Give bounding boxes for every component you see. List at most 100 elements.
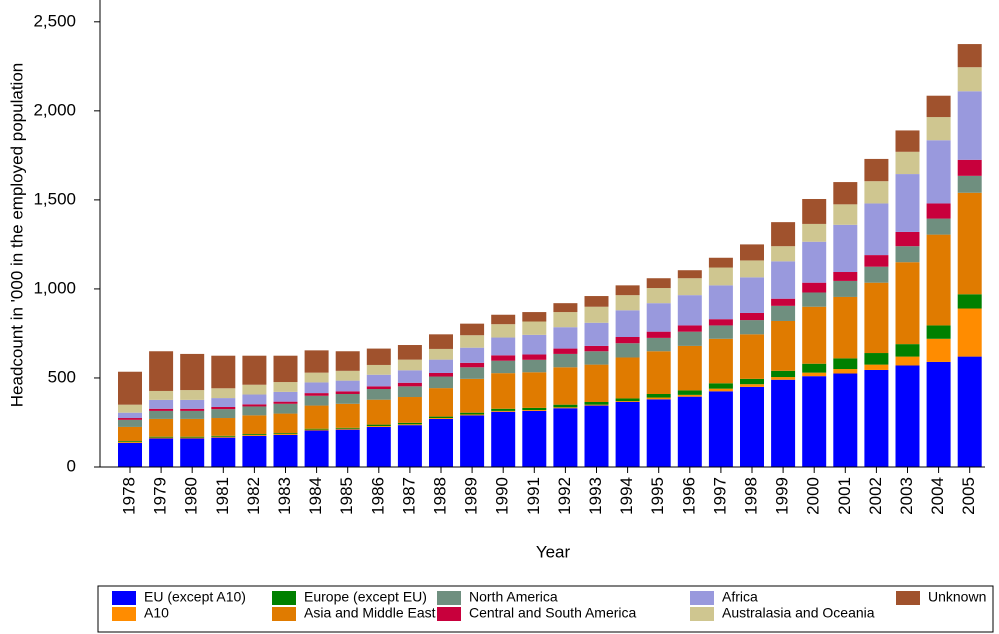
bar-segment: [926, 218, 951, 235]
x-tick-label: 1982: [244, 477, 263, 515]
bar-segment: [397, 382, 422, 387]
bar-segment: [335, 391, 360, 394]
bar-segment: [802, 223, 827, 242]
bar-segment: [149, 437, 174, 439]
bar-segment: [149, 390, 174, 400]
bar-segment: [864, 282, 889, 354]
bar-segment: [771, 246, 796, 262]
bar-segment: [491, 360, 516, 374]
bar-segment: [118, 441, 142, 443]
bar-segment: [118, 426, 142, 442]
bar-segment: [864, 255, 889, 267]
x-tick-label: 1981: [213, 477, 232, 515]
bar-segment: [584, 404, 609, 406]
bar-segment: [584, 351, 609, 365]
bar-segment: [335, 351, 360, 371]
bar-segment: [180, 399, 205, 409]
bar-segment: [304, 350, 329, 373]
bar-segment: [895, 344, 920, 357]
bar-segment: [429, 334, 453, 349]
bar-segment: [304, 405, 329, 429]
bar-segment: [926, 361, 951, 467]
x-tick-label: 2000: [804, 477, 823, 515]
bar-segment: [242, 394, 267, 405]
bar-segment: [242, 384, 267, 395]
bar-segment: [708, 391, 733, 467]
bar-segment: [366, 424, 391, 427]
legend-swatch: [896, 591, 920, 605]
bar-segment: [460, 323, 485, 336]
bar-segment: [677, 331, 702, 346]
bar-segment: [553, 327, 578, 349]
bar-segment: [180, 390, 205, 400]
legend-swatch: [112, 607, 136, 621]
bar-segment: [740, 334, 764, 379]
bar-segment: [522, 410, 547, 467]
bar-segment: [180, 436, 205, 438]
bar-segment: [677, 325, 702, 332]
bar-segment: [273, 434, 298, 467]
bar-segment: [833, 272, 858, 281]
bar-segment: [895, 356, 920, 366]
bar-segment: [553, 348, 578, 354]
bar-segment: [615, 401, 640, 403]
bar-segment: [118, 419, 142, 427]
bar-segment: [708, 338, 733, 384]
bar-segment: [864, 369, 889, 467]
bar-segment: [366, 348, 391, 365]
bar-segment: [615, 357, 640, 399]
x-tick-label: 1999: [773, 477, 792, 515]
legend-swatch: [437, 591, 461, 605]
bar-segment: [895, 151, 920, 175]
bar-segment: [460, 367, 485, 379]
legend-label: Africa: [722, 589, 758, 605]
bar-segment: [491, 373, 516, 409]
bar-segment: [646, 303, 671, 332]
x-tick-label: 1990: [493, 477, 512, 515]
bar-segment: [491, 324, 516, 338]
bar-segment: [833, 280, 858, 297]
bar-segment: [615, 402, 640, 467]
bar-segment: [211, 437, 236, 467]
legend-label: Europe (except EU): [304, 589, 427, 605]
bar-segment: [273, 401, 298, 404]
bar-segment: [771, 298, 796, 306]
x-tick-label: 1994: [617, 477, 636, 515]
x-tick-label: 1979: [151, 477, 170, 515]
legend-swatch: [112, 591, 136, 605]
bar-segment: [615, 337, 640, 344]
x-tick-label: 1992: [555, 477, 574, 515]
bar-segment: [335, 428, 360, 430]
x-tick-label: 2004: [928, 477, 947, 515]
bar-segment: [771, 370, 796, 378]
bar-segment: [740, 320, 764, 335]
bar-segment: [491, 314, 516, 325]
bar-segment: [304, 395, 329, 406]
bar-segment: [646, 393, 671, 398]
bar-segment: [397, 386, 422, 398]
bar-segment: [273, 413, 298, 434]
bar-segment: [864, 158, 889, 182]
bar-segment: [926, 338, 951, 362]
bar-segment: [646, 397, 671, 400]
bar-segment: [957, 44, 982, 68]
bar-segment: [149, 418, 174, 437]
x-tick-label: 1980: [182, 477, 201, 515]
bar-segment: [149, 408, 174, 411]
bar-segment: [149, 410, 174, 419]
bar-segment: [366, 426, 391, 467]
bar-segment: [397, 422, 422, 425]
x-tick-label: 1998: [741, 477, 760, 515]
bar-segment: [771, 305, 796, 321]
bar-segment: [522, 312, 547, 322]
bar-segment: [211, 435, 236, 437]
y-tick-label: 1,000: [33, 278, 76, 297]
x-tick-label: 1984: [306, 477, 325, 515]
bar-segment: [149, 351, 174, 391]
legend-label: Central and South America: [469, 605, 637, 621]
bar-segment: [740, 312, 764, 321]
bar-segment: [615, 285, 640, 296]
bar-segment: [646, 399, 671, 467]
bar-segment: [646, 288, 671, 304]
bar-segment: [242, 415, 267, 435]
